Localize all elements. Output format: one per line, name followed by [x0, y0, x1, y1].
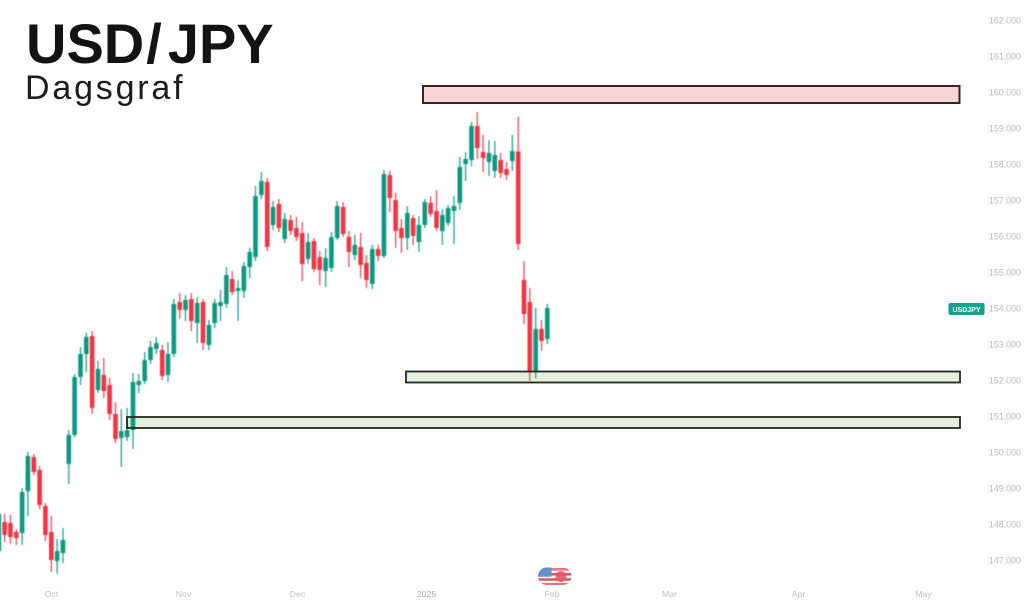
svg-text:154.000: 154.000	[989, 304, 1021, 314]
svg-text:157.000: 157.000	[989, 196, 1021, 206]
svg-text:Feb: Feb	[545, 589, 560, 599]
svg-text:160.000: 160.000	[989, 88, 1021, 98]
svg-text:153.000: 153.000	[989, 340, 1021, 350]
svg-text:148.000: 148.000	[989, 520, 1021, 530]
svg-text:Nov: Nov	[176, 589, 192, 599]
svg-text:Mar: Mar	[662, 589, 677, 599]
svg-text:Apr: Apr	[792, 589, 806, 599]
svg-text:162.000: 162.000	[989, 16, 1021, 26]
svg-text:151.000: 151.000	[989, 412, 1021, 422]
svg-text:161.000: 161.000	[989, 52, 1021, 62]
svg-text:150.000: 150.000	[989, 448, 1021, 458]
svg-text:152.000: 152.000	[989, 376, 1021, 386]
svg-text:May: May	[915, 589, 932, 599]
svg-text:156.000: 156.000	[989, 232, 1021, 242]
svg-text:2025: 2025	[417, 589, 436, 599]
svg-text:USDJPY: USDJPY	[952, 307, 980, 314]
svg-text:159.000: 159.000	[989, 124, 1021, 134]
svg-text:158.000: 158.000	[989, 160, 1021, 170]
svg-text:147.000: 147.000	[989, 556, 1021, 566]
svg-text:155.000: 155.000	[989, 268, 1021, 278]
svg-text:Dec: Dec	[290, 589, 306, 599]
svg-text:149.000: 149.000	[989, 484, 1021, 494]
svg-text:Oct: Oct	[45, 589, 59, 599]
